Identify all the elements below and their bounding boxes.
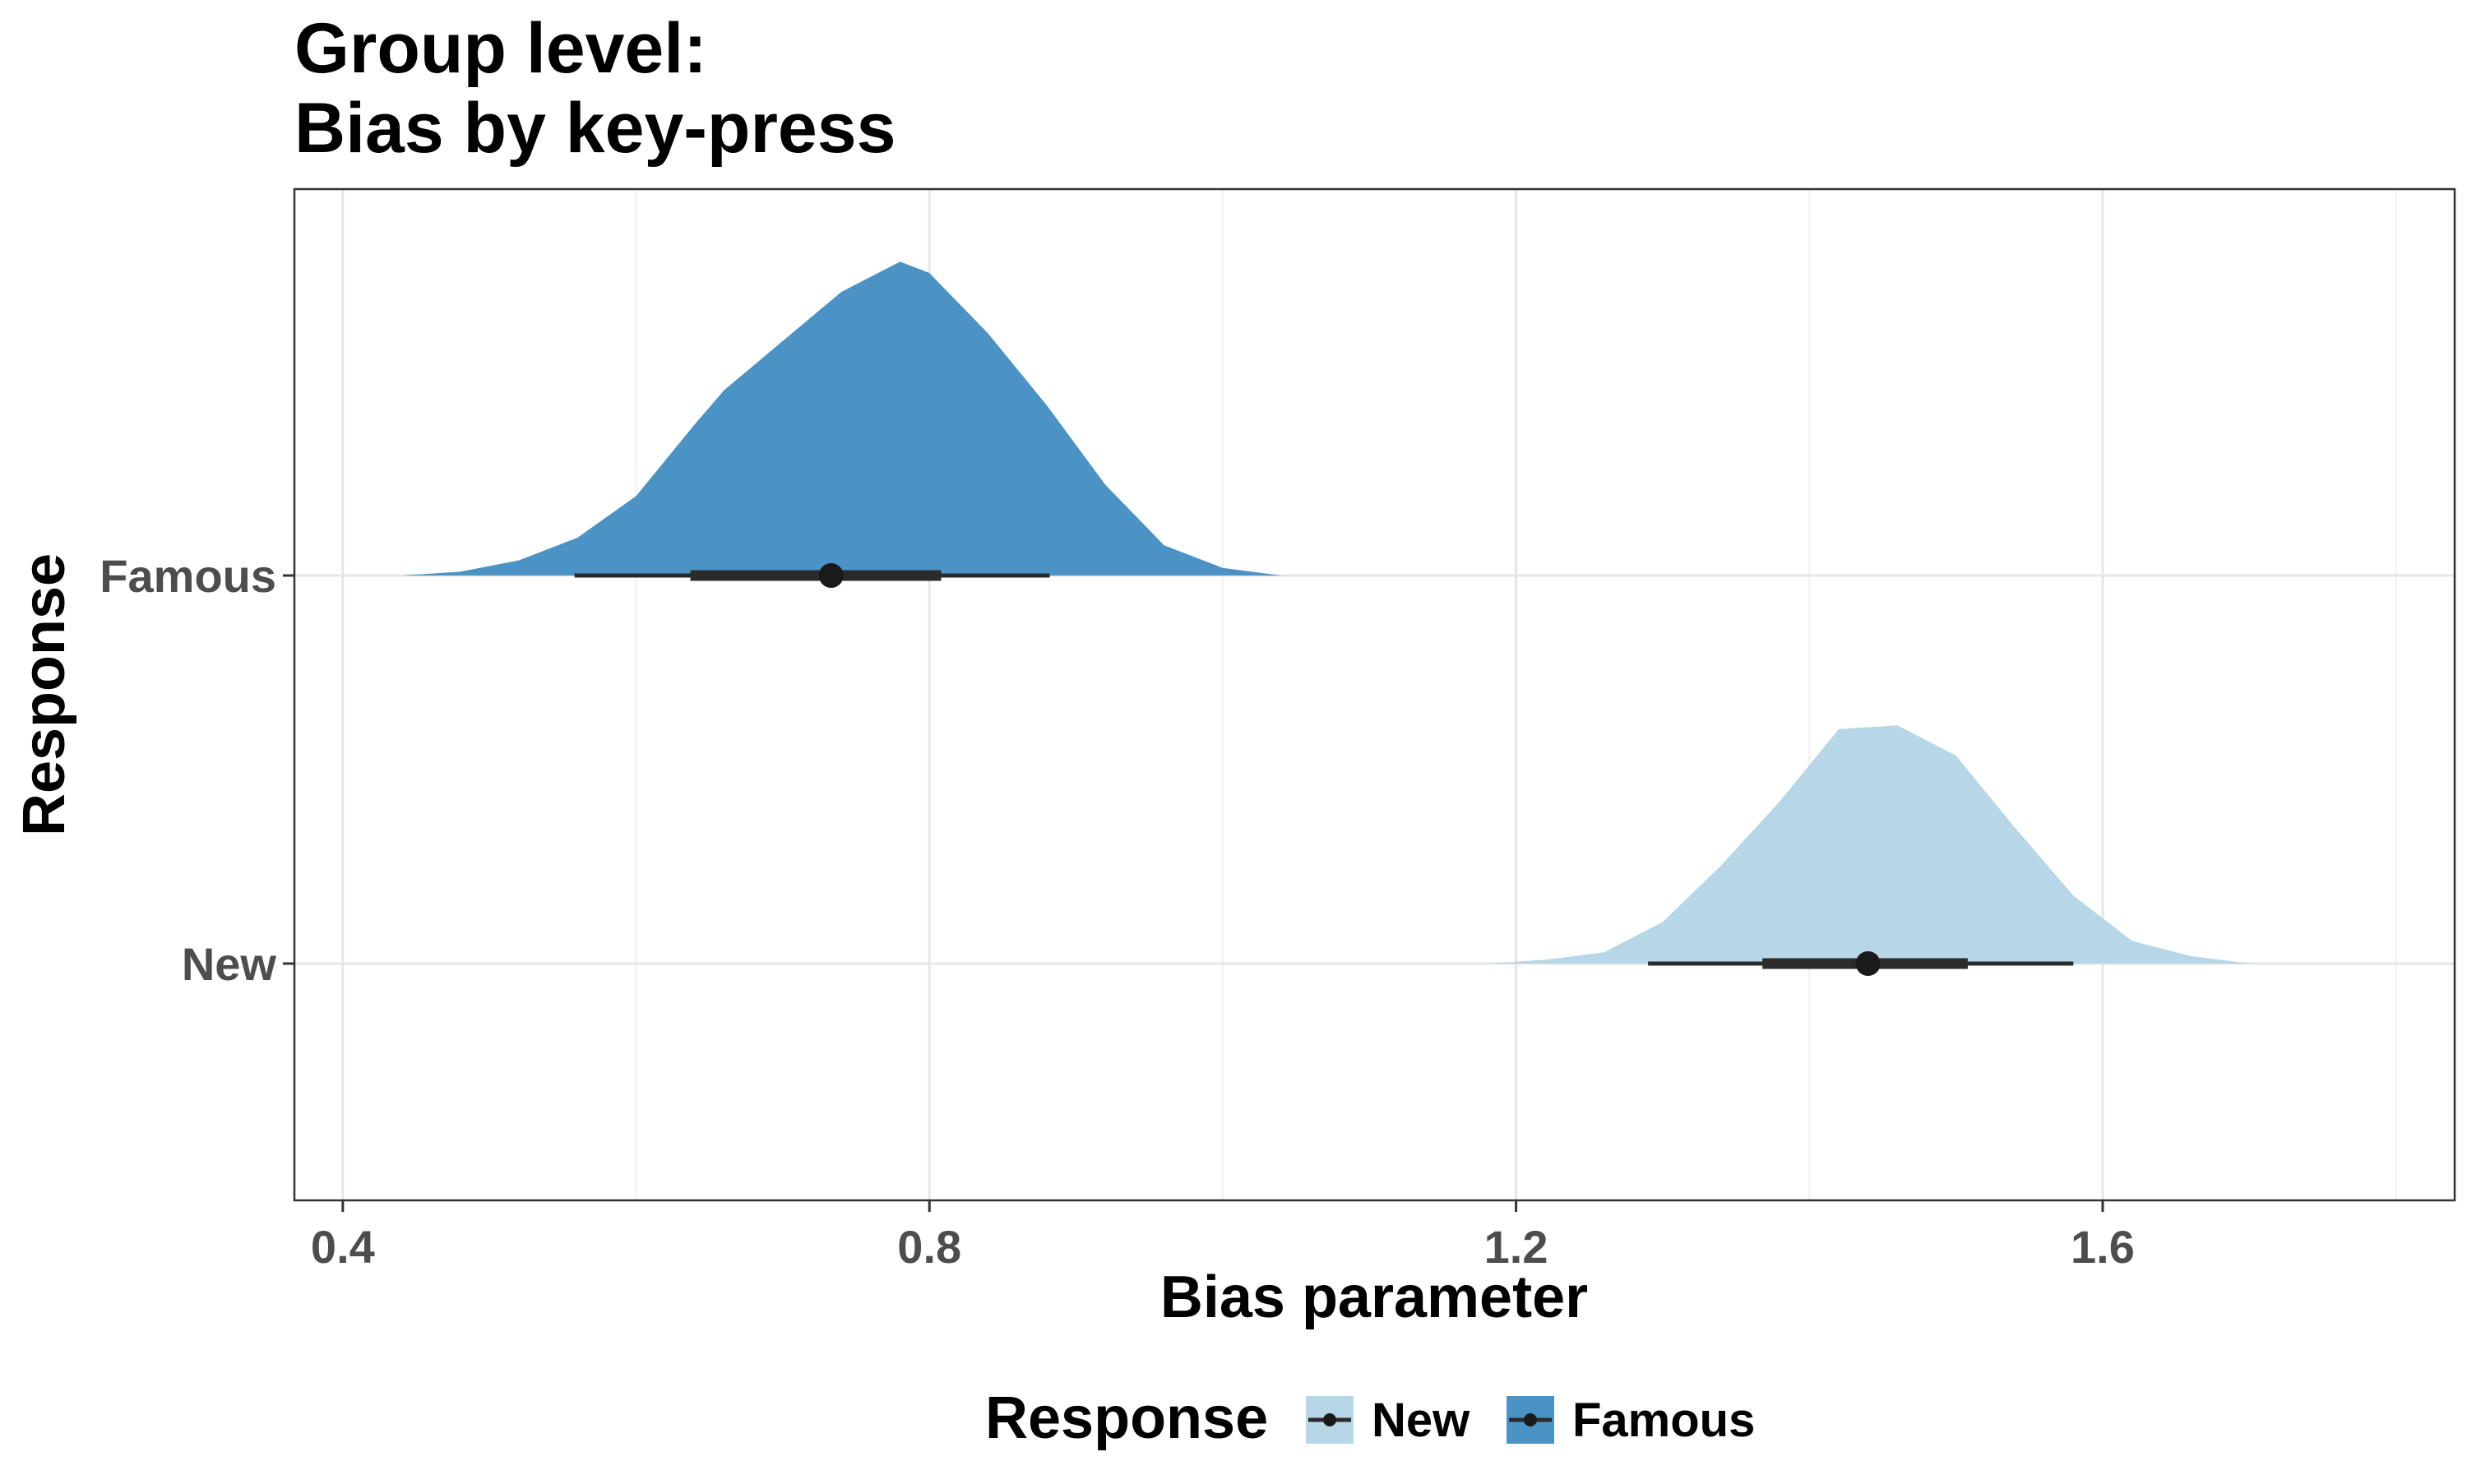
x-tick-label: 0.4: [311, 1221, 375, 1273]
chart-title-line-1: Group level:: [294, 9, 707, 88]
y-tick-label: New: [182, 938, 277, 990]
point-estimate-famous: [818, 563, 844, 588]
legend-label-famous: Famous: [1572, 1394, 1755, 1447]
legend-label-new: New: [1372, 1394, 1470, 1447]
plot-border: [293, 187, 2456, 1202]
y-axis-title: Response: [12, 553, 77, 836]
chart-title-line-2: Bias by key-press: [294, 89, 896, 168]
legend-key-point: [1323, 1413, 1336, 1426]
y-tick-label: Famous: [100, 550, 276, 602]
x-tick-label: 0.8: [897, 1221, 961, 1273]
legend: Response New Famous: [985, 1385, 1755, 1451]
x-tick-label: 1.2: [1484, 1221, 1548, 1273]
density-layer: [401, 261, 2338, 964]
axis-layer: 0.4 0.8 1.2 1.6 New Famous: [100, 550, 2135, 1273]
legend-title: Response: [985, 1385, 1268, 1451]
density-new: [1486, 725, 2338, 964]
x-tick-label: 1.6: [2071, 1221, 2135, 1273]
x-axis-title: Bias parameter: [1160, 1264, 1588, 1330]
point-estimate-new: [1855, 951, 1881, 976]
plot-panel: [294, 189, 2455, 1200]
interval-layer: [574, 563, 2074, 976]
density-famous: [401, 261, 1282, 576]
legend-key-point: [1524, 1413, 1537, 1426]
